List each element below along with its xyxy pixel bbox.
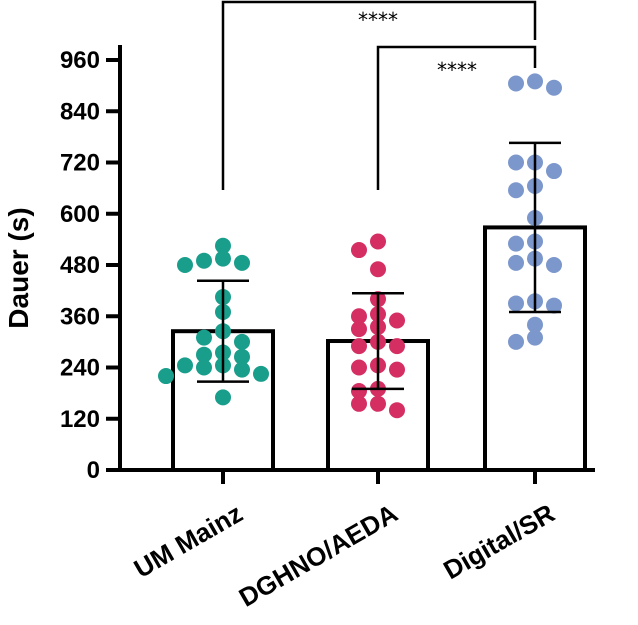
y-tick-label: 960 [60,47,100,74]
data-point [527,329,543,346]
data-point [253,365,269,382]
data-point [234,361,250,378]
data-point [370,233,386,250]
data-point [234,333,250,350]
significance-label-1: **** [358,8,398,32]
significance-label-2: **** [437,58,477,82]
data-point [196,359,212,376]
data-point [508,295,524,312]
data-point [546,257,562,273]
y-tick-label: 0 [87,457,100,484]
category-label-2: DGHNO/AEDA [234,498,403,613]
error-bars [197,141,561,391]
data-point [196,346,212,363]
data-point [351,359,367,376]
data-point [508,182,524,199]
data-point [177,257,193,273]
data-point [196,329,212,346]
y-tick-label: 360 [60,303,100,330]
data-point [177,357,193,374]
data-point [158,368,174,385]
data-point [351,308,367,325]
data-point [351,242,367,259]
data-point [546,79,562,96]
data-point [351,395,367,412]
data-point [508,333,524,350]
data-point [527,316,543,333]
y-tick-label: 840 [60,98,100,125]
data-point [389,312,405,329]
y-tick-label: 240 [60,355,100,382]
data-point [527,73,543,90]
y-tick-label: 480 [60,252,100,279]
data-point [215,389,231,406]
data-point [234,348,250,365]
significance-brackets: **** **** [221,0,537,190]
data-point [215,237,231,254]
data-point [234,254,250,271]
significance-bracket-2 [376,45,537,190]
data-point [389,402,405,419]
category-label-3: Digital/SR [438,498,560,585]
data-point [351,338,367,355]
data-point [508,154,524,171]
data-point [389,338,405,355]
data-point [508,75,524,92]
data-point [508,235,524,252]
data-point [546,297,562,314]
y-tick-label: 600 [60,201,100,228]
data-point [389,361,405,378]
data-point [370,395,386,412]
data-point [351,382,367,399]
data-point [196,252,212,269]
category-label-1: UM Mainz [129,498,248,584]
y-tick-label: 120 [60,406,100,433]
data-point [370,261,386,278]
data-point [351,321,367,338]
data-point [546,163,562,180]
y-axis-title: Dauer (s) [3,207,34,328]
data-point [215,250,231,267]
significance-bracket-1 [221,0,537,190]
y-tick-label: 720 [60,150,100,177]
data-point [508,254,524,271]
